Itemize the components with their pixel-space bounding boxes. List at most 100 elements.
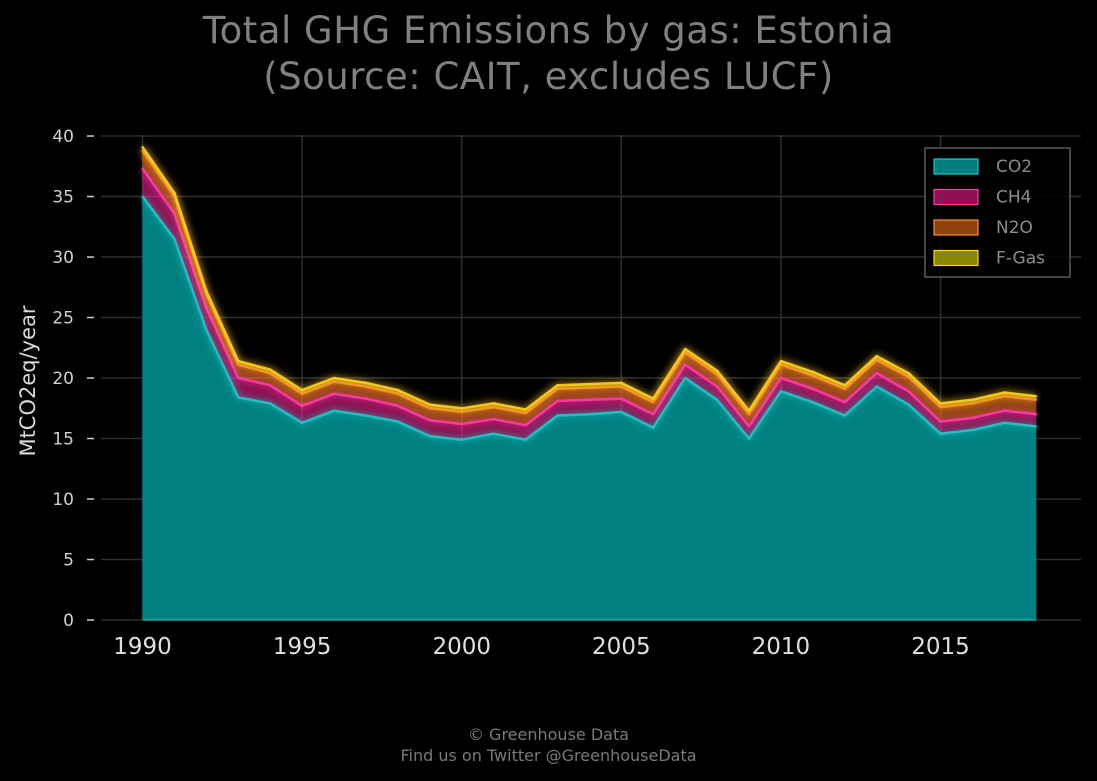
point-ch4-2013 [875, 371, 878, 375]
legend-swatch-ch4 [933, 188, 979, 206]
point-f-gas-2001 [492, 402, 495, 405]
point-f-gas-2015 [939, 402, 942, 405]
legend-label-co2: CO2 [996, 157, 1032, 177]
x-tick-label-1990: 1990 [113, 634, 172, 660]
stacked-areas [142, 146, 1037, 620]
point-co2-1993 [237, 396, 240, 399]
footer-twitter: Find us on Twitter @GreenhouseData [400, 746, 697, 765]
point-co2-2016 [971, 428, 974, 432]
point-ch4-1994 [268, 384, 272, 387]
point-ch4-2009 [747, 425, 751, 428]
point-f-gas-2006 [652, 397, 655, 400]
point-ch4-1998 [396, 404, 400, 408]
y-tick-label-30: 30 [52, 248, 74, 268]
point-f-gas-2003 [556, 384, 559, 387]
point-ch4-2011 [811, 387, 815, 391]
point-ch4-1996 [332, 392, 336, 395]
point-co2-2017 [1003, 421, 1006, 424]
y-tick-label-10: 10 [52, 490, 74, 510]
point-co2-2008 [715, 398, 719, 402]
legend: CO2 CH4 N2O F-Gas [924, 147, 1071, 278]
point-ch4-2001 [492, 417, 495, 421]
chart-title-line-1: Total GHG Emissions by gas: Estonia [202, 9, 895, 52]
footer-copyright: © Greenhouse Data [467, 725, 630, 744]
point-f-gas-1994 [268, 368, 272, 371]
point-co2-2006 [652, 426, 655, 429]
point-ch4-1995 [300, 404, 304, 408]
point-f-gas-2008 [715, 369, 719, 372]
x-tick-label-2010: 2010 [752, 634, 811, 660]
point-ch4-2017 [1003, 409, 1006, 412]
point-f-gas-2000 [460, 407, 463, 410]
point-co2-1994 [268, 402, 272, 405]
point-f-gas-1992 [205, 289, 208, 293]
legend-swatch-f-gas [933, 249, 979, 267]
point-co2-2007 [683, 376, 687, 380]
legend-swatch-n2o [933, 219, 979, 236]
point-f-gas-2007 [683, 347, 687, 351]
point-ch4-2016 [971, 416, 974, 420]
point-co2-1990 [141, 195, 144, 198]
legend-label-ch4: CH4 [996, 188, 1031, 208]
y-tick-label-40: 40 [52, 127, 74, 147]
y-tick-label-0: 0 [63, 611, 74, 631]
point-ch4-2007 [683, 363, 687, 366]
point-co2-2004 [588, 413, 591, 416]
point-ch4-1999 [428, 419, 431, 422]
point-f-gas-2010 [779, 359, 783, 363]
point-ch4-1990 [141, 167, 144, 170]
point-f-gas-1993 [237, 359, 240, 363]
point-ch4-2002 [524, 424, 527, 427]
point-f-gas-1996 [332, 376, 336, 380]
point-ch4-2010 [779, 376, 783, 380]
point-co2-2015 [939, 432, 942, 435]
y-tick-label-15: 15 [52, 430, 74, 450]
point-f-gas-1998 [396, 388, 400, 392]
point-co2-1998 [396, 420, 400, 423]
y-tick-label-25: 25 [52, 309, 74, 329]
area-outlines [139, 144, 1038, 621]
y-tick-label-5: 5 [63, 551, 74, 571]
point-ch4-2005 [620, 397, 623, 400]
point-co2-2005 [620, 410, 623, 414]
point-ch4-2015 [939, 420, 942, 423]
point-ch4-2003 [556, 399, 559, 403]
legend-label-f-gas: F-Gas [996, 249, 1045, 269]
point-f-gas-2013 [875, 355, 878, 358]
legend-swatch-co2 [933, 158, 979, 175]
point-ch4-2006 [652, 413, 655, 416]
point-co2-2018 [1035, 425, 1038, 428]
point-f-gas-2005 [620, 381, 623, 385]
point-ch4-2018 [1035, 413, 1038, 416]
point-f-gas-1991 [173, 191, 176, 195]
x-tick-label-1995: 1995 [273, 634, 332, 660]
y-tick-label-20: 20 [52, 369, 74, 389]
point-f-gas-2002 [524, 408, 527, 411]
point-ch4-1993 [237, 376, 240, 380]
point-f-gas-2017 [1003, 391, 1006, 394]
point-ch4-2012 [843, 401, 846, 404]
point-f-gas-1990 [141, 145, 144, 149]
point-f-gas-2012 [843, 384, 846, 387]
x-tick-label-2005: 2005 [592, 634, 651, 660]
point-co2-1995 [300, 421, 304, 424]
point-f-gas-2014 [907, 371, 910, 375]
y-tick-label-35: 35 [52, 188, 74, 208]
point-ch4-1991 [173, 212, 176, 215]
point-f-gas-2009 [747, 409, 751, 412]
point-co2-2000 [460, 438, 463, 441]
x-tick-label-2015: 2015 [911, 634, 970, 660]
point-co2-1992 [205, 328, 208, 331]
legend-label-n2o: N2O [996, 218, 1033, 238]
point-f-gas-1995 [300, 388, 304, 392]
point-f-gas-2011 [811, 370, 815, 374]
area-co2 [142, 196, 1037, 620]
point-ch4-1992 [205, 306, 208, 310]
chart-title: Total GHG Emissions by gas: Estonia (Sou… [0, 8, 1097, 100]
point-co2-2013 [875, 385, 878, 388]
point-f-gas-1997 [364, 381, 368, 385]
point-co2-1996 [332, 409, 336, 412]
x-tick-label-2000: 2000 [432, 634, 491, 660]
point-co2-2010 [779, 390, 783, 393]
